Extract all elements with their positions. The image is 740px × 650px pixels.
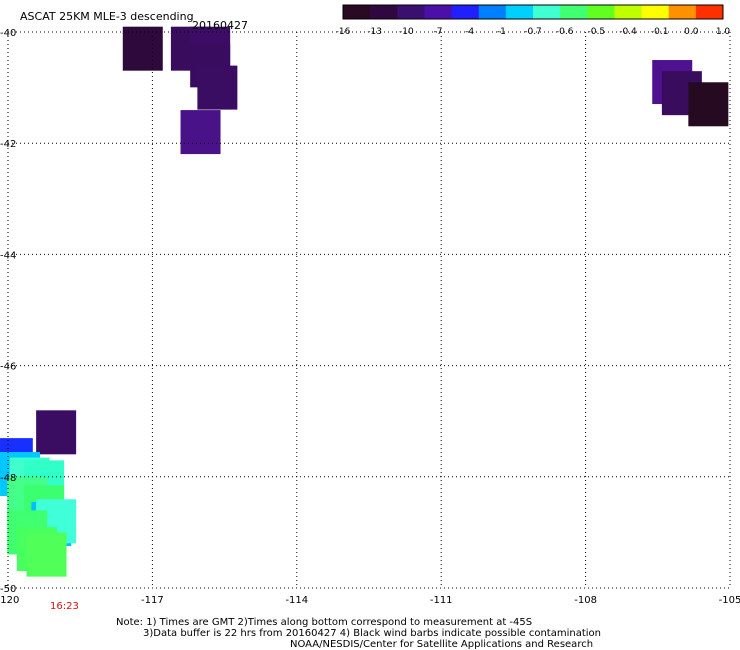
colorbar-segment [641, 5, 670, 19]
longitude-label: -117 [141, 595, 164, 606]
latitude-label: -46 [0, 362, 16, 373]
lat-lon-grid [7, 31, 731, 589]
data-cells [0, 26, 729, 577]
colorbar-tick-label: -4 [465, 27, 474, 37]
colorbar-segment [695, 5, 724, 19]
note-line-2: 3)Data buffer is 22 hrs from 20160427 4)… [143, 628, 601, 639]
colorbar-segment [587, 5, 615, 19]
colorbar-segment [478, 5, 507, 19]
colorbar-segment [424, 5, 453, 19]
longitude-labels: -120 -117 -114 -111 -108 -105 [0, 595, 740, 606]
wind-cell [26, 532, 67, 577]
colorbar-frame [342, 4, 724, 20]
time-label: 16:23 [50, 601, 79, 612]
colorbar-segment [343, 5, 371, 19]
longitude-label: -108 [574, 595, 597, 606]
wind-cell [197, 65, 238, 110]
colorbar-tick-label: -0.1 [651, 27, 669, 37]
colorbar-segment [614, 5, 643, 19]
longitude-label: -105 [719, 595, 740, 606]
longitude-label: -120 [0, 595, 19, 606]
colorbar-segment [370, 5, 398, 19]
latitude-label: -50 [0, 584, 16, 595]
colorbar-segment [397, 5, 425, 19]
colorbar-tick-labels: -16 -13 -10 -7 -4 -1 -0.7 -0.6 -0.5 -0.4 -0.1 0.0 1.… [336, 27, 731, 37]
map-title: ASCAT 25KM MLE-3 descending [20, 10, 194, 23]
longitude-label: -114 [285, 595, 308, 606]
latitude-label: -48 [0, 473, 16, 484]
note-line-1: Note: 1) Times are GMT 2)Times along bot… [116, 617, 533, 628]
colorbar-tick-label: -16 [336, 27, 351, 37]
wind-cell [180, 110, 221, 155]
colorbar-segment [668, 5, 697, 19]
wind-cell [122, 26, 163, 71]
latitude-labels: -40 -42 -44 -46 -48 -50 [0, 28, 16, 595]
latitude-label: -42 [0, 139, 16, 150]
colorbar-tick-label: -10 [399, 27, 414, 37]
latitude-label: -40 [0, 28, 16, 39]
colorbar-segment [451, 5, 480, 19]
colorbar-segment [560, 5, 588, 19]
colorbar-tick-label: -13 [367, 27, 382, 37]
longitude-label: -111 [430, 595, 453, 606]
colorbar-tick-label: -7 [434, 27, 443, 37]
wind-cell [688, 82, 729, 127]
wind-cell [36, 410, 77, 455]
map-date: 20160427 [192, 19, 248, 32]
latitude-label: -44 [0, 250, 16, 261]
colorbar-segment [533, 5, 561, 19]
colorbar-tick-label: 0.0 [684, 27, 699, 37]
colorbar [342, 4, 724, 20]
colorbar-segment [505, 5, 534, 19]
colorbar-tick-label: -1 [497, 27, 506, 37]
note-line-3: NOAA/NESDIS/Center for Satellite Applica… [290, 639, 594, 650]
colorbar-tick-label: 1.0 [716, 27, 731, 37]
